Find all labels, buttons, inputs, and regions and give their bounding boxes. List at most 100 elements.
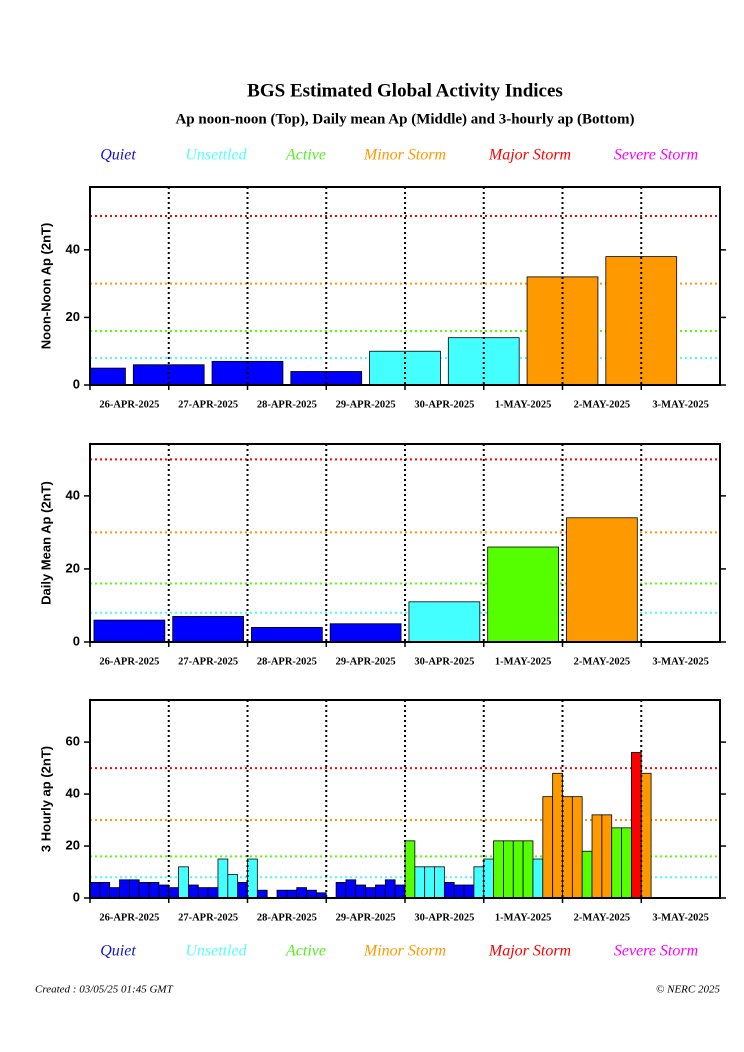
x-tick-label: 1-MAY-2025 [495,399,551,410]
bar [493,840,504,898]
bar [631,752,642,898]
bar [306,889,317,898]
legend-entry: Unsettled [185,147,247,164]
y-tick-label: 20 [66,560,80,575]
legend-entry: Quiet [100,943,136,960]
x-tick-label: 26-APR-2025 [99,656,159,667]
x-tick-label: 27-APR-2025 [178,912,238,923]
bar [483,858,494,898]
bar [335,882,347,898]
x-tick-label: 30-APR-2025 [414,399,474,410]
legend-entry: Major Storm [488,147,571,164]
y-tick-label: 0 [73,376,80,391]
bar [172,616,244,642]
bar [237,882,248,898]
legend-entry: Quiet [100,147,136,164]
subtitle: Ap noon-noon (Top), Daily mean Ap (Middl… [175,111,634,127]
y-tick-label: 20 [66,837,80,852]
bar [443,882,455,898]
x-tick-label: 1-MAY-2025 [495,912,551,923]
bar [581,850,593,898]
bar [526,276,599,385]
x-tick-label: 2-MAY-2025 [574,399,630,410]
bar [414,866,426,898]
bar [503,840,514,898]
bar [463,884,475,898]
y-tick-label: 0 [73,889,80,904]
bar [365,887,376,898]
bar [552,772,563,898]
bar [90,882,101,898]
title: BGS Estimated Global Activity Indices [247,80,563,101]
bar [384,879,396,898]
x-tick-label: 30-APR-2025 [414,912,474,923]
y-axis-label: Noon-Noon Ap (2nT) [38,223,53,350]
y-axis-label: 3 Hourly ap (2nT) [38,746,53,852]
bar [424,866,435,898]
bar [404,840,416,898]
bar [217,858,229,898]
legend-entry: Severe Storm [614,943,698,960]
bar [251,626,323,642]
bar [601,814,613,898]
x-tick-label: 29-APR-2025 [336,656,396,667]
bar [119,879,130,898]
bar [473,866,485,898]
bar [434,866,445,898]
bar [571,796,583,898]
bar [158,884,170,898]
legend-entry: Unsettled [185,943,247,960]
legend-entry: Major Storm [488,943,571,960]
x-tick-label: 1-MAY-2025 [495,656,551,667]
bar [99,882,111,898]
y-tick-label: 0 [73,633,80,648]
x-tick-label: 26-APR-2025 [99,912,159,923]
legend-entry: Minor Storm [363,147,446,164]
x-tick-label: 28-APR-2025 [257,656,317,667]
bar [522,840,534,898]
bar [566,517,638,642]
bar [329,623,402,642]
bar [168,887,179,898]
bar [178,866,189,898]
bar [188,884,199,898]
bar [621,827,632,898]
bar [611,827,622,898]
x-tick-label: 27-APR-2025 [178,656,238,667]
bar [605,256,678,385]
legend-entry: Active [285,147,326,164]
bar [276,889,288,898]
bar [256,889,268,898]
x-tick-label: 28-APR-2025 [257,399,317,410]
y-tick-label: 20 [66,309,80,324]
bar [345,879,357,898]
x-tick-label: 30-APR-2025 [414,656,474,667]
bar [286,889,298,898]
y-tick-label: 40 [66,241,80,256]
plot-area [90,700,720,898]
legend-entry: Severe Storm [614,147,698,164]
bar [453,884,465,898]
x-tick-label: 3-MAY-2025 [652,399,708,410]
x-tick-label: 3-MAY-2025 [652,912,708,923]
x-tick-label: 29-APR-2025 [336,399,396,410]
y-tick-label: 60 [66,734,80,749]
bar [296,887,307,898]
bar [408,601,481,642]
x-tick-label: 2-MAY-2025 [574,656,630,667]
x-tick-label: 26-APR-2025 [99,399,159,410]
bar [247,858,258,898]
plot-area [90,444,720,642]
bar [512,840,524,898]
bar [197,887,209,898]
bar [562,796,573,898]
bar [355,884,367,898]
x-tick-label: 2-MAY-2025 [574,912,630,923]
legend-entry: Minor Storm [363,943,446,960]
bar [487,546,559,642]
copyright: © NERC 2025 [656,984,720,996]
x-tick-label: 27-APR-2025 [178,399,238,410]
bar [532,858,544,898]
bar [591,814,603,898]
